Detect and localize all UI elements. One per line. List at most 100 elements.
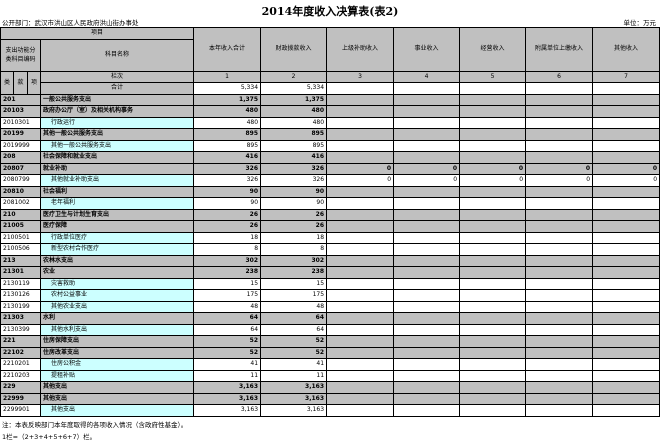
row-value-7: [592, 197, 660, 210]
row-value-5: [459, 208, 527, 221]
row-value-1: 3,163: [193, 381, 262, 394]
row-value-3: [326, 369, 395, 382]
row-name: 其他一般公共服务支出: [39, 128, 195, 141]
row-value-3: [326, 220, 395, 233]
row-value-1: 26: [193, 220, 262, 233]
row-value-7: [592, 208, 660, 221]
row-value-1: 302: [193, 254, 262, 267]
table-row: 22102 住房改革支出 52 52: [0, 346, 660, 359]
row-value-4: [393, 93, 461, 106]
row-code: 2130399: [0, 323, 41, 336]
project-header: 项目: [0, 27, 195, 40]
row-value-6: [525, 93, 594, 106]
row-value-4: [393, 323, 461, 336]
row-name: 提租补贴: [39, 369, 195, 382]
table-row: 22999 其他支出 3,163 3,163: [0, 392, 660, 405]
row-value-4: [393, 243, 461, 256]
row-name: 社会福利: [39, 185, 195, 198]
row-value-4: [393, 116, 461, 129]
row-code: 229: [0, 381, 41, 394]
col-header-6: 附属单位上缴收入: [525, 27, 594, 72]
row-value-6: [525, 404, 594, 417]
table-row: 2100506 新型农村合作医疗 8 8: [0, 243, 660, 256]
row-code: 213: [0, 254, 41, 267]
row-value-5: [459, 220, 527, 233]
row-value-6: [525, 151, 594, 164]
row-value-6: [525, 392, 594, 405]
row-value-5: [459, 128, 527, 141]
row-value-4: [393, 346, 461, 359]
row-value-6: [525, 116, 594, 129]
row-value-1: 18: [193, 231, 262, 244]
table-row: 2080799 其他就业补助支出 326 326 0 0 0 0 0: [0, 174, 660, 187]
row-value-4: [393, 254, 461, 267]
row-value-2: 90: [260, 185, 328, 198]
lei-header: 类: [0, 70, 14, 95]
row-value-2: 52: [260, 335, 328, 348]
row-name: 其他支出: [39, 381, 195, 394]
row-value-7: [592, 277, 660, 290]
row-value-2: 238: [260, 266, 328, 279]
row-name: 其他一般公共服务支出: [39, 139, 195, 152]
row-value-1: 895: [193, 128, 262, 141]
row-value-2: 26: [260, 208, 328, 221]
row-value-7: [592, 300, 660, 313]
row-value-2: 41: [260, 358, 328, 371]
row-value-7: [592, 139, 660, 152]
row-value-1: 238: [193, 266, 262, 279]
row-value-3: [326, 116, 395, 129]
col-header-7: 其他收入: [592, 27, 660, 72]
row-name: 其他农业支出: [39, 300, 195, 313]
col-num-3: 3: [326, 70, 395, 83]
table-row: 20103 政府办公厅（室）及相关机构事务 480 480: [0, 105, 660, 118]
row-name: 其他支出: [39, 392, 195, 405]
row-value-2: 11: [260, 369, 328, 382]
row-code: 2010301: [0, 116, 41, 129]
table-row: 2019999 其他一般公共服务支出 895 895: [0, 139, 660, 152]
row-value-3: [326, 105, 395, 118]
row-code: 20103: [0, 105, 41, 118]
col-header-1: 本年收入合计: [193, 27, 262, 72]
unit-label: 单位：万元: [623, 19, 657, 27]
row-value-1: 48: [193, 300, 262, 313]
row-value-3: [326, 289, 395, 302]
row-value-5: [459, 105, 527, 118]
income-table: 项目 本年收入合计 财政拨款收入 上级补助收入 事业收入 经营收入 附属单位上缴…: [0, 27, 660, 417]
total-value-7: [592, 82, 660, 95]
row-value-4: 0: [393, 174, 461, 187]
row-value-6: [525, 254, 594, 267]
row-name: 农业: [39, 266, 195, 279]
row-value-1: 326: [193, 174, 262, 187]
table-row: 2081002 老年福利 90 90: [0, 197, 660, 210]
row-value-1: 3,163: [193, 392, 262, 405]
row-code: 2210203: [0, 369, 41, 382]
row-value-6: [525, 381, 594, 394]
row-value-2: 1,375: [260, 93, 328, 106]
row-value-4: [393, 369, 461, 382]
row-value-2: 416: [260, 151, 328, 164]
row-value-3: [326, 404, 395, 417]
row-value-5: [459, 346, 527, 359]
row-name: 老年福利: [39, 197, 195, 210]
row-value-2: 175: [260, 289, 328, 302]
row-value-1: 175: [193, 289, 262, 302]
row-value-2: 326: [260, 162, 328, 175]
row-value-7: [592, 243, 660, 256]
row-value-5: [459, 231, 527, 244]
row-value-6: [525, 231, 594, 244]
row-value-3: [326, 243, 395, 256]
row-code: 2081002: [0, 197, 41, 210]
row-value-7: [592, 323, 660, 336]
row-value-2: 90: [260, 197, 328, 210]
row-value-6: [525, 266, 594, 279]
row-code: 2100501: [0, 231, 41, 244]
row-value-7: [592, 151, 660, 164]
row-value-5: [459, 254, 527, 267]
table-row: 213 农林水支出 302 302: [0, 254, 660, 267]
row-value-1: 90: [193, 185, 262, 198]
row-value-7: [592, 369, 660, 382]
total-value-2: 5,334: [260, 82, 328, 95]
row-name: 水利: [39, 312, 195, 325]
row-value-2: 480: [260, 105, 328, 118]
row-value-6: [525, 300, 594, 313]
